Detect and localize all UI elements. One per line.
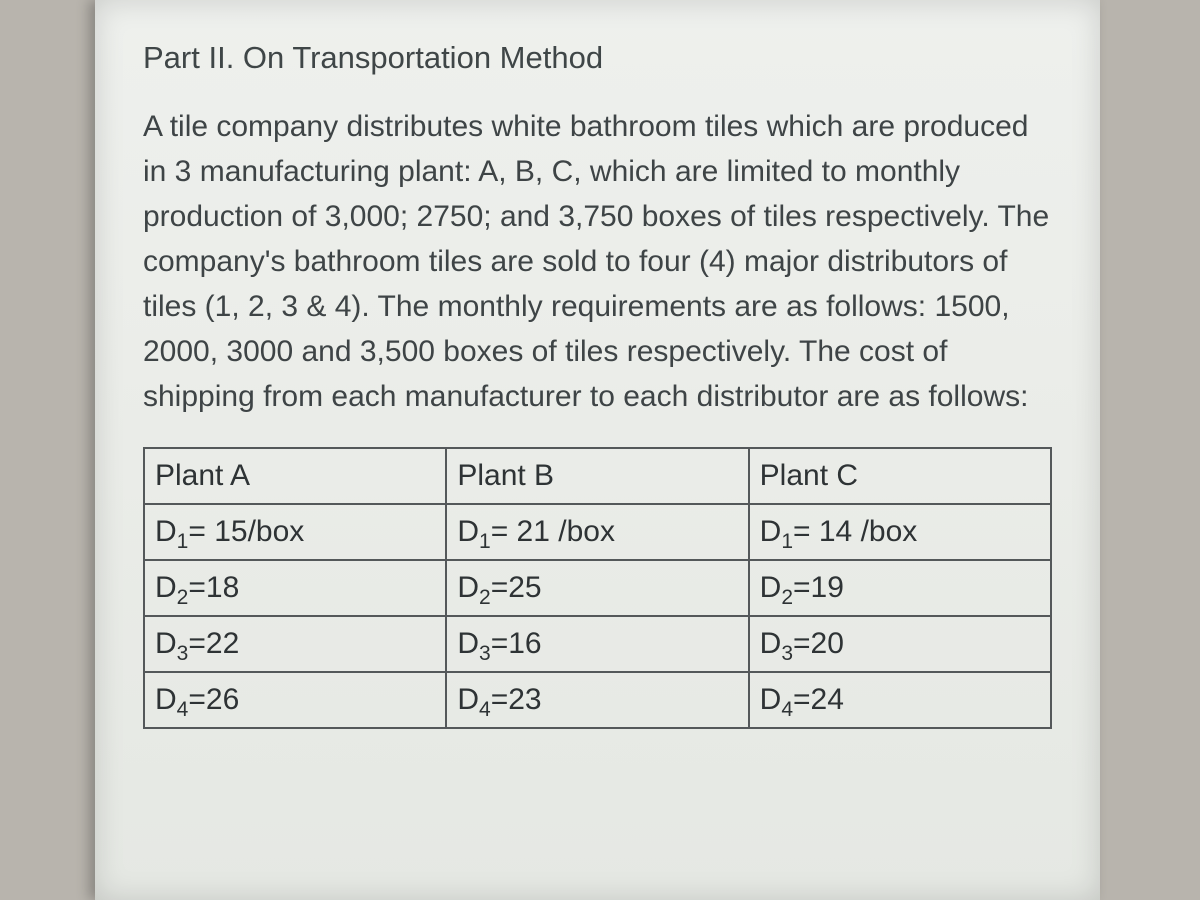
header-plant-c: Plant C xyxy=(749,448,1051,504)
cell-b-d2: D2=25 xyxy=(446,560,748,616)
cost-table: Plant A Plant B Plant C D1= 15/box D1= 2… xyxy=(143,447,1052,729)
cell-a-d2: D2=18 xyxy=(144,560,446,616)
cell-b-d4: D4=23 xyxy=(446,672,748,728)
cell-c-d3: D3=20 xyxy=(749,616,1051,672)
table-row: D4=26 D4=23 D4=24 xyxy=(144,672,1051,728)
header-plant-b: Plant B xyxy=(446,448,748,504)
header-plant-a: Plant A xyxy=(144,448,446,504)
table-row: D1= 15/box D1= 21 /box D1= 14 /box xyxy=(144,504,1051,560)
table-row: D2=18 D2=25 D2=19 xyxy=(144,560,1051,616)
cell-c-d1: D1= 14 /box xyxy=(749,504,1051,560)
cell-a-d4: D4=26 xyxy=(144,672,446,728)
cell-b-d3: D3=16 xyxy=(446,616,748,672)
cell-b-d1: D1= 21 /box xyxy=(446,504,748,560)
problem-statement: A tile company distributes white bathroo… xyxy=(143,104,1052,419)
table-row: D3=22 D3=16 D3=20 xyxy=(144,616,1051,672)
page-surface: Part II. On Transportation Method A tile… xyxy=(95,0,1100,900)
table-header-row: Plant A Plant B Plant C xyxy=(144,448,1051,504)
section-heading: Part II. On Transportation Method xyxy=(143,40,1052,76)
cell-a-d3: D3=22 xyxy=(144,616,446,672)
cell-a-d1: D1= 15/box xyxy=(144,504,446,560)
cell-c-d2: D2=19 xyxy=(749,560,1051,616)
cell-c-d4: D4=24 xyxy=(749,672,1051,728)
